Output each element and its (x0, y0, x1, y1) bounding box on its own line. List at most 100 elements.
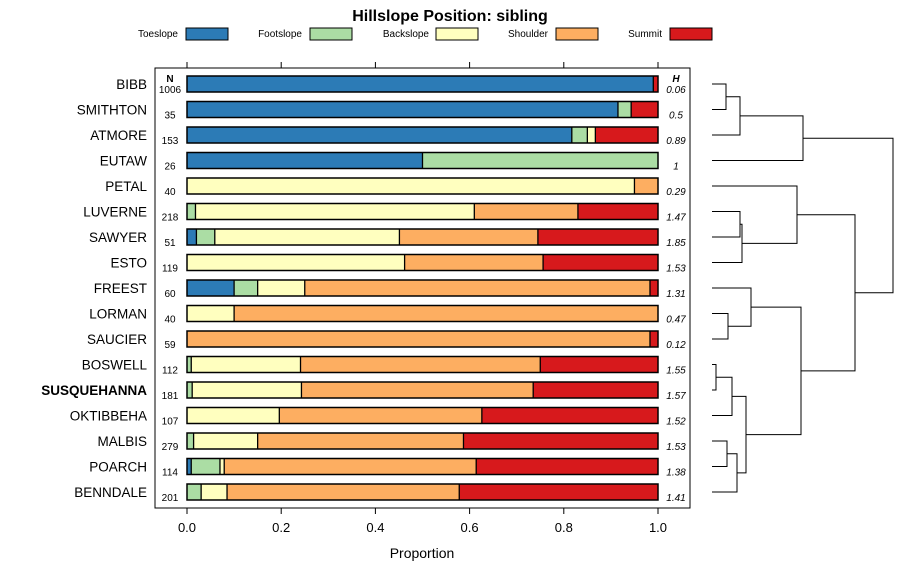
x-tick-label: 0.8 (555, 520, 573, 535)
row-label: BENNDALE (74, 485, 147, 500)
bar-segment-toeslope (187, 101, 618, 118)
row-label: LORMAN (89, 307, 147, 322)
bar-outline (186, 228, 659, 246)
dendrogram-branch (712, 115, 804, 161)
bar-row: ESTO 119 1.53 (110, 253, 686, 275)
row-label: SUSQUEHANNA (41, 383, 147, 398)
bar-outline (186, 75, 659, 93)
row-h-value: 1.55 (666, 366, 686, 377)
bar-segment-backslope (201, 484, 228, 500)
bar-segment-summit (649, 331, 658, 347)
bar-segment-footslope (617, 101, 632, 118)
bar-segment-summit (577, 203, 658, 220)
bar-segment-summit (459, 484, 658, 500)
legend-label-footslope: Footslope (258, 29, 302, 40)
row-h-value: 1.38 (666, 468, 686, 479)
bar-segment-footslope (187, 382, 193, 398)
bar-row: SAUCIER 59 0.12 (87, 330, 686, 351)
bar-outline (186, 355, 659, 374)
row-n-count: 279 (162, 442, 179, 453)
bar-row: SUSQUEHANNA 181 1.57 (41, 381, 686, 402)
row-h-value: 1.52 (666, 417, 686, 428)
bar-outline (186, 304, 659, 323)
row-n-count: 51 (164, 238, 176, 249)
bar-segment-summit (463, 433, 658, 449)
row-h-value: 0.89 (666, 136, 686, 147)
row-n-count: 26 (164, 162, 176, 173)
row-label: ESTO (110, 256, 147, 271)
row-n-count: 112 (162, 366, 178, 377)
legend: Toeslope Footslope Backslope Shoulder Summit (138, 27, 713, 41)
row-h-value: 1.41 (666, 493, 685, 504)
bar-segment-shoulder (234, 305, 658, 322)
bar-outline (186, 330, 659, 348)
dendrogram-branch (712, 83, 727, 110)
row-label: FREEST (94, 281, 147, 296)
legend-swatch-shoulder (555, 27, 599, 41)
bar-segment-toeslope (187, 458, 192, 475)
x-tick-label: 1.0 (649, 520, 667, 535)
row-label: POARCH (89, 460, 147, 475)
bar-segment-backslope (187, 407, 280, 424)
row-h-value: 0.29 (666, 187, 686, 198)
legend-label-shoulder: Shoulder (508, 29, 549, 40)
legend-swatch-footslope (309, 27, 353, 41)
dendrogram-branch (797, 214, 856, 372)
legend-label-backslope: Backslope (383, 29, 430, 40)
x-tick-label: 0.0 (178, 520, 196, 535)
bar-row: BOSWELL 112 1.55 (82, 355, 686, 377)
x-axis-title: Proportion (390, 545, 455, 561)
dendrogram-branch (712, 287, 752, 327)
row-n-count: 119 (162, 264, 178, 275)
bar-segment-footslope (187, 433, 194, 449)
bar-outline (186, 483, 659, 501)
bar-segment-summit (543, 254, 658, 271)
dendrogram-branch (712, 364, 717, 391)
bar-segment-summit (533, 382, 658, 398)
row-label: SMITHTON (77, 103, 147, 118)
row-label: OKTIBBEHA (70, 409, 147, 424)
bar-segment-footslope (234, 280, 258, 296)
bar-segment-summit (481, 407, 658, 424)
x-tick-label: 0.4 (366, 520, 384, 535)
x-tick-label: 0.2 (272, 520, 290, 535)
row-h-value: 0.5 (669, 111, 683, 122)
row-n-count: 181 (162, 391, 179, 402)
bar-segment-backslope (587, 127, 596, 143)
bar-segment-backslope (195, 203, 475, 220)
bar-segment-shoulder (257, 433, 464, 449)
dendrogram-branch (732, 395, 747, 474)
bar-segment-shoulder (279, 407, 482, 424)
bar-segment-summit (649, 280, 658, 296)
legend-label-toeslope: Toeslope (138, 29, 178, 40)
h-column-header: H (672, 74, 680, 85)
bar-segment-footslope (422, 152, 658, 169)
dendrogram-branch (712, 440, 728, 467)
row-n-count: 153 (162, 136, 179, 147)
bar-segment-toeslope (187, 280, 235, 296)
row-h-value: 1.85 (666, 238, 686, 249)
bar-segment-toeslope (187, 76, 654, 92)
bar-segment-shoulder (304, 280, 650, 296)
bar-outline (186, 202, 659, 221)
row-h-value: 0.47 (666, 315, 686, 326)
row-n-count: 40 (164, 315, 176, 326)
bar-segment-footslope (187, 484, 202, 500)
dendrogram-branch (712, 185, 798, 244)
bar-segment-backslope (257, 280, 305, 296)
n-column-header: N (166, 74, 173, 85)
bar-segment-shoulder (224, 458, 477, 475)
bar-segment-footslope (196, 229, 215, 245)
dendrogram-branch (712, 453, 738, 493)
bar-segment-footslope (191, 458, 220, 475)
bar-outline (186, 381, 659, 399)
bar-row: MALBIS 279 1.53 (97, 432, 686, 453)
dendrogram (712, 83, 894, 493)
plot-frame (154, 67, 691, 509)
bar-row: SMITHTON 35 0.5 (77, 100, 683, 122)
bar-outline (186, 279, 659, 297)
dendrogram-branch (746, 306, 802, 436)
dendrogram-branch (712, 313, 729, 340)
dendrogram-branch (712, 223, 743, 263)
bar-segment-footslope (187, 356, 192, 373)
